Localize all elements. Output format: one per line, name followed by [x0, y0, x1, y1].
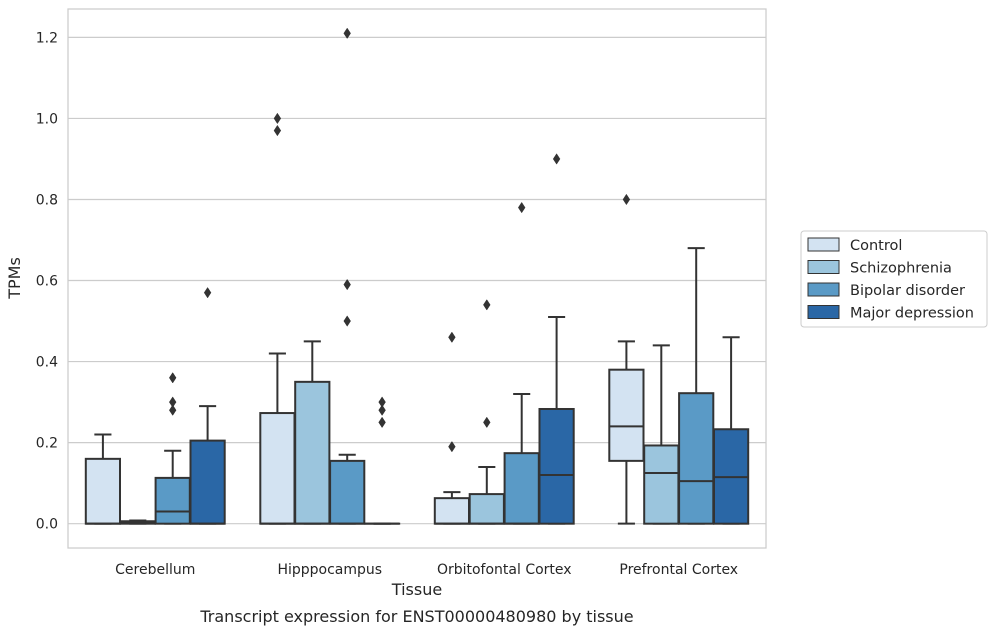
outlier-point	[553, 154, 560, 164]
chart-caption: Transcript expression for ENST0000048098…	[199, 607, 633, 626]
legend-label: Major depression	[850, 306, 974, 322]
y-axis-label: TPMs	[5, 257, 24, 300]
box	[539, 409, 573, 524]
outlier-point	[623, 194, 630, 204]
legend: Control Schizophrenia Bipolar disorder Majo…	[801, 231, 987, 327]
outlier-point	[449, 332, 456, 342]
legend-label: Bipolar disorder	[850, 283, 965, 299]
x-tick-labels: Cerebellum Hipppocampus Orbitofontal Corte…	[115, 562, 738, 578]
box	[156, 478, 190, 524]
y-tick-label: 1.0	[36, 111, 58, 127]
box	[505, 453, 539, 524]
outlier-point	[169, 397, 176, 407]
outlier-point	[483, 300, 490, 310]
legend-label: Control	[850, 238, 902, 254]
y-tick-label: 1.2	[36, 30, 58, 46]
box	[295, 382, 329, 524]
outlier-point	[169, 373, 176, 383]
outlier-point	[204, 287, 211, 297]
legend-swatch	[808, 261, 839, 274]
box	[644, 445, 678, 523]
box	[190, 441, 224, 524]
legend-swatch	[808, 283, 839, 296]
outlier-point	[344, 316, 351, 326]
box	[260, 413, 294, 524]
outlier-point	[274, 113, 281, 123]
box	[435, 498, 469, 524]
box	[470, 494, 504, 524]
box	[86, 459, 120, 524]
y-tick-label: 0.8	[36, 192, 58, 208]
x-tick-label: Orbitofontal Cortex	[437, 562, 572, 578]
outlier-point	[483, 417, 490, 427]
boxes	[86, 28, 748, 524]
box	[609, 370, 643, 461]
outlier-point	[379, 417, 386, 427]
outlier-point	[274, 125, 281, 135]
x-tick-label: Hipppocampus	[277, 562, 382, 578]
legend-swatch	[808, 306, 839, 319]
x-tick-label: Cerebellum	[115, 562, 195, 578]
y-tick-label: 0.2	[36, 436, 58, 452]
legend-swatch	[808, 238, 839, 251]
y-tick-labels: 0.0 0.2 0.4 0.6 0.8 1.0 1.2	[36, 30, 58, 532]
box	[679, 393, 713, 523]
x-tick-label: Prefrontal Cortex	[619, 562, 738, 578]
outlier-point	[379, 397, 386, 407]
y-tick-label: 0.6	[36, 274, 58, 290]
x-axis-label: Tissue	[391, 580, 442, 599]
legend-label: Schizophrenia	[850, 261, 952, 277]
y-tick-label: 0.0	[36, 517, 58, 533]
box	[330, 461, 364, 524]
y-tick-label: 0.4	[36, 355, 58, 371]
outlier-point	[518, 202, 525, 212]
